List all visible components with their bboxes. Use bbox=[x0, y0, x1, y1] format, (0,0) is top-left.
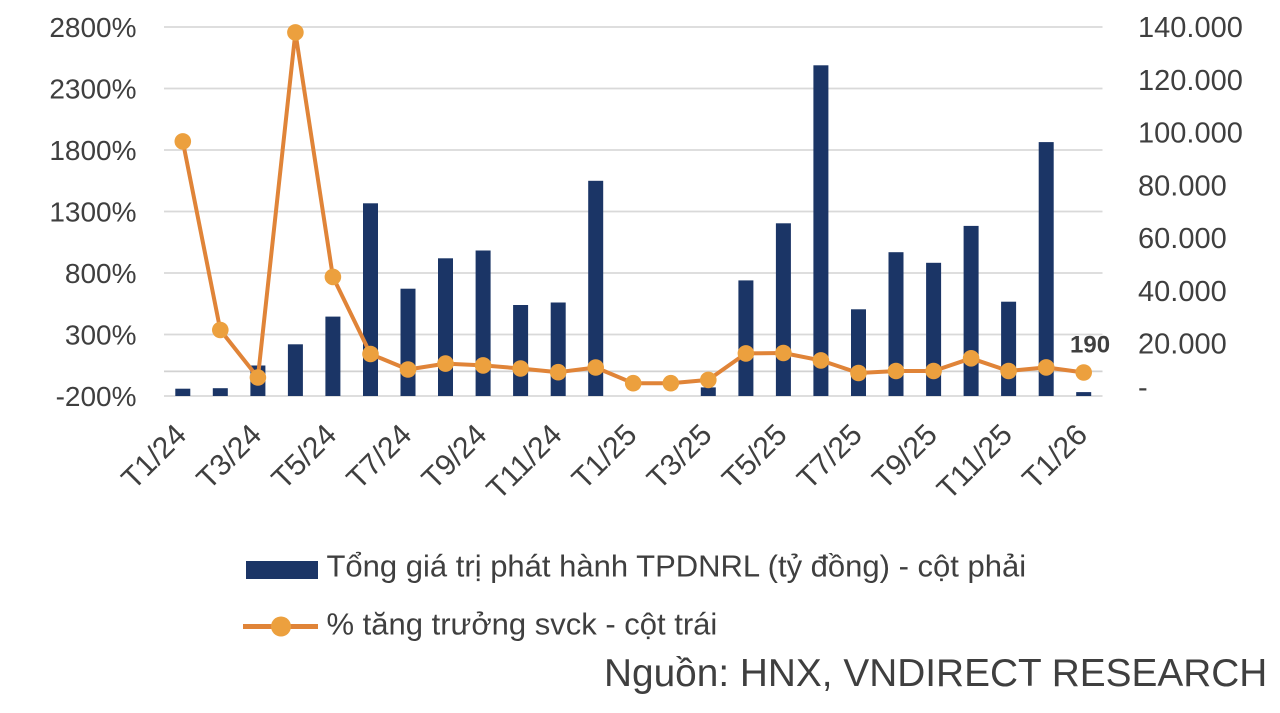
svg-text:300%: 300% bbox=[65, 320, 137, 351]
svg-text:-: - bbox=[1138, 372, 1148, 404]
svg-text:100.000: 100.000 bbox=[1138, 118, 1243, 150]
svg-text:1800%: 1800% bbox=[49, 135, 136, 166]
svg-text:80.000: 80.000 bbox=[1138, 170, 1227, 202]
svg-text:40.000: 40.000 bbox=[1138, 276, 1227, 308]
svg-text:Tổng giá trị phát hành TPDNRL: Tổng giá trị phát hành TPDNRL (tỷ đồng) … bbox=[327, 549, 1027, 584]
svg-text:Nguồn: HNX, VNDIRECT RESEARCH: Nguồn: HNX, VNDIRECT RESEARCH bbox=[604, 652, 1267, 695]
svg-text:2800%: 2800% bbox=[49, 12, 136, 43]
svg-text:2300%: 2300% bbox=[49, 74, 136, 105]
svg-text:1300%: 1300% bbox=[49, 197, 136, 228]
svg-text:140.000: 140.000 bbox=[1138, 12, 1243, 44]
svg-text:800%: 800% bbox=[65, 258, 137, 289]
svg-text:60.000: 60.000 bbox=[1138, 223, 1227, 255]
svg-text:20.000: 20.000 bbox=[1138, 329, 1227, 361]
svg-text:% tăng trưởng svck - cột trái: % tăng trưởng svck - cột trái bbox=[327, 606, 718, 641]
svg-text:120.000: 120.000 bbox=[1138, 65, 1243, 97]
svg-text:-200%: -200% bbox=[56, 381, 137, 412]
svg-text:190: 190 bbox=[1070, 332, 1110, 359]
